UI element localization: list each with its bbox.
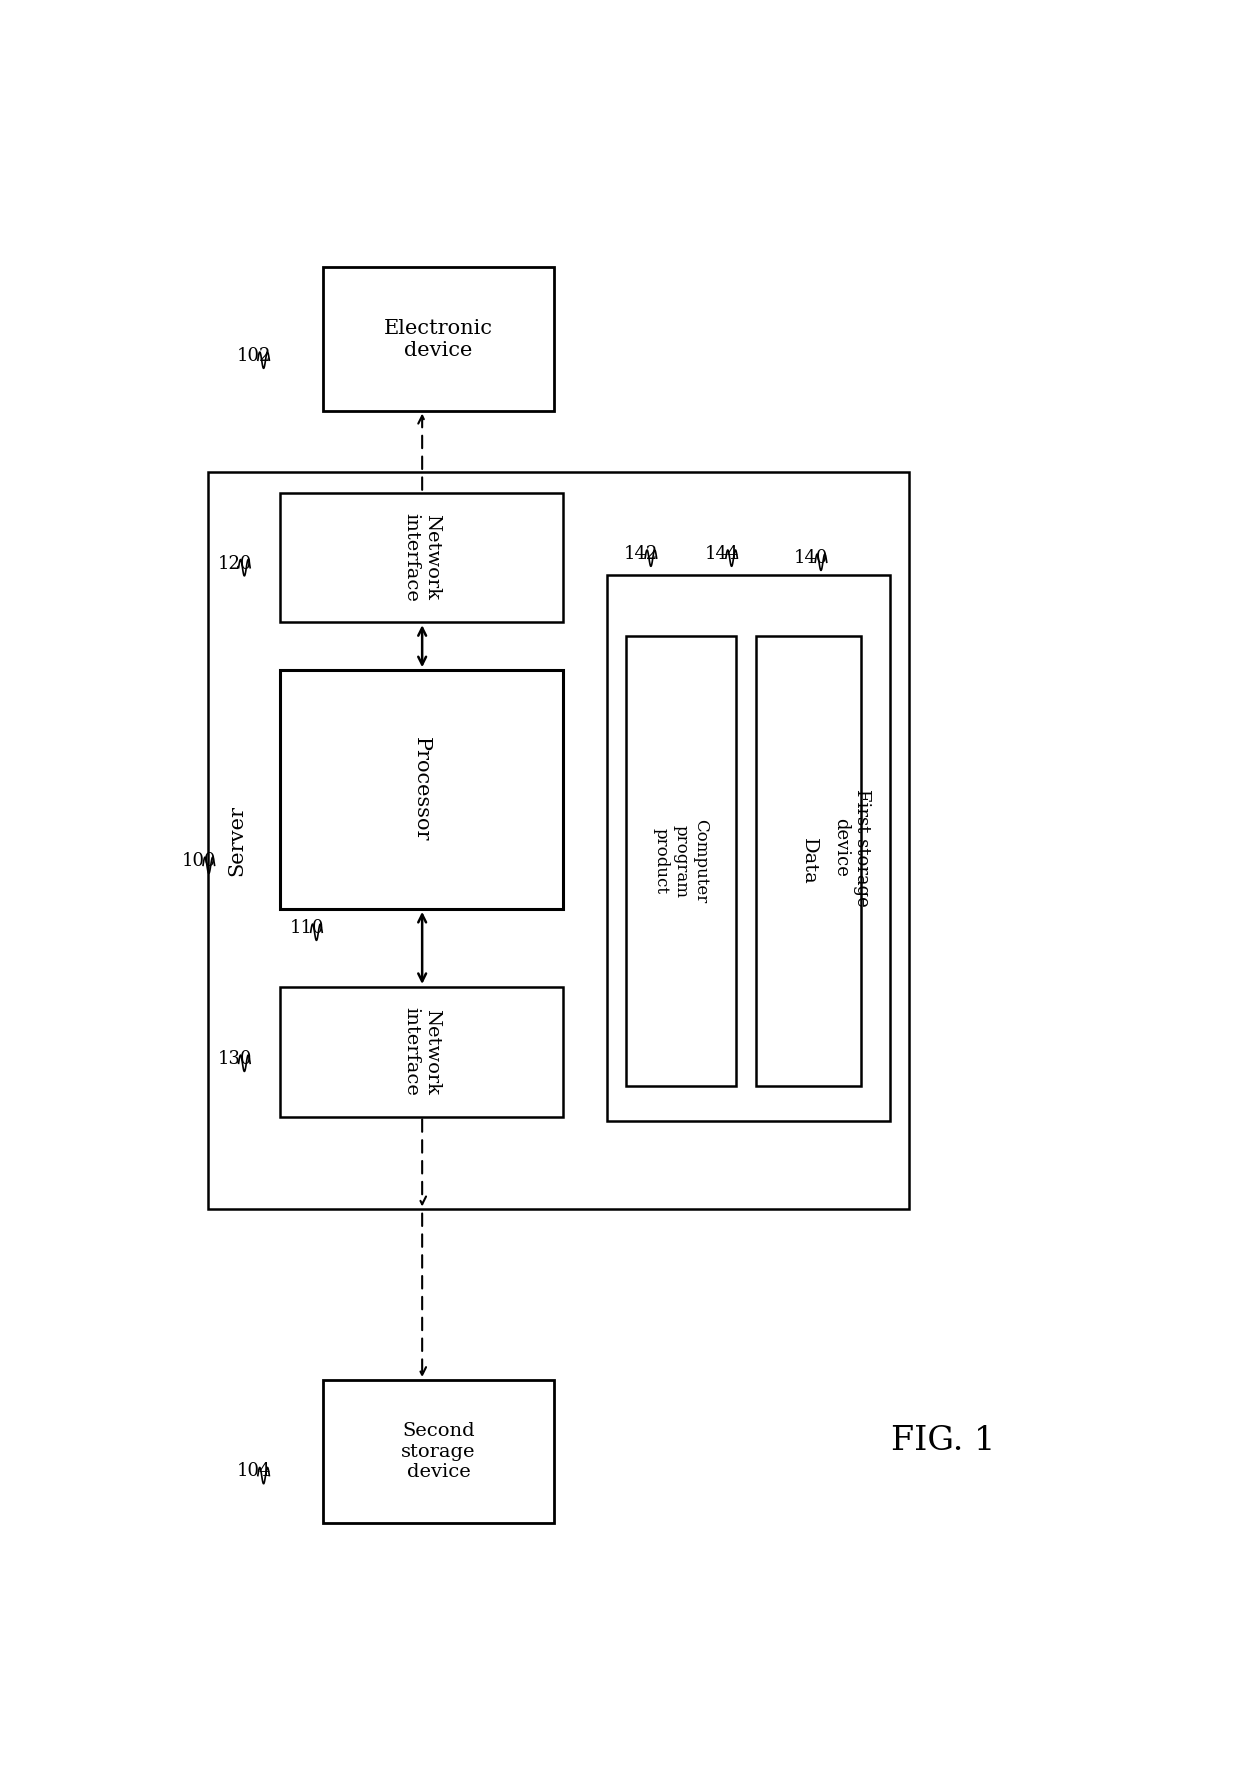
- Text: FIG. 1: FIG. 1: [890, 1425, 996, 1457]
- Text: 120: 120: [217, 555, 252, 573]
- Bar: [208, 472, 909, 1209]
- Bar: [755, 637, 862, 1087]
- Bar: [280, 988, 563, 1117]
- Text: Processor: Processor: [412, 738, 432, 842]
- Text: 110: 110: [290, 918, 324, 938]
- Text: 144: 144: [704, 544, 739, 564]
- Bar: [324, 1379, 554, 1523]
- Text: Second
storage
device: Second storage device: [402, 1422, 476, 1482]
- Text: Data: Data: [800, 839, 817, 885]
- Text: 140: 140: [794, 550, 828, 567]
- Text: Computer
program
product: Computer program product: [653, 819, 709, 904]
- Text: 142: 142: [624, 544, 658, 564]
- Text: Network
interface: Network interface: [402, 1007, 441, 1096]
- Bar: [280, 493, 563, 622]
- Text: Server: Server: [227, 805, 247, 876]
- Text: 100: 100: [182, 853, 217, 871]
- Bar: [280, 670, 563, 910]
- Text: 102: 102: [237, 348, 272, 365]
- Bar: [606, 574, 890, 1121]
- Bar: [626, 637, 737, 1087]
- Text: Network
interface: Network interface: [402, 512, 441, 601]
- Text: 104: 104: [237, 1463, 272, 1480]
- Text: 130: 130: [217, 1050, 252, 1067]
- Bar: [324, 268, 554, 411]
- Text: First storage
device: First storage device: [832, 789, 872, 906]
- Text: Electronic
device: Electronic device: [384, 319, 494, 360]
